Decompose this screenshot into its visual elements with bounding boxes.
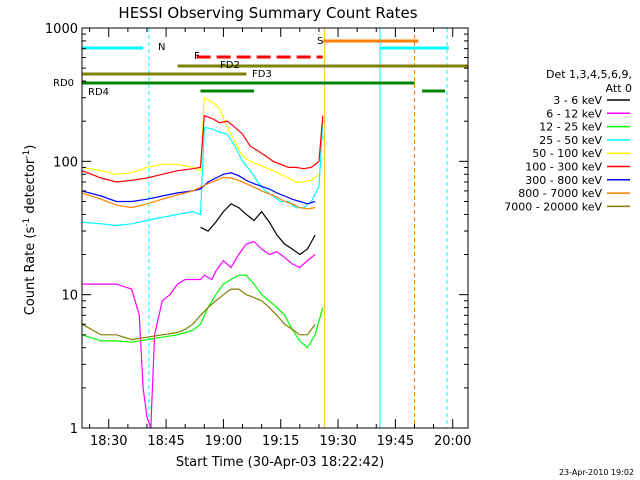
legend-label-8: 7000 - 20000 keV — [504, 200, 602, 213]
series-line-1 — [82, 240, 316, 429]
legend-label-5: 100 - 300 keV — [525, 161, 602, 174]
legend-title-line1: Det 1,3,4,5,6,9, — [546, 68, 632, 81]
y-tick-label-0: 1 — [70, 422, 78, 437]
x-tick-label-1: 18:45 — [147, 434, 184, 449]
annotation-6: RD4 — [88, 87, 109, 98]
annotation-2: S — [317, 36, 323, 47]
chart-title: HESSI Observing Summary Count Rates — [118, 4, 417, 22]
legend-title-line2: Att 0 — [606, 82, 632, 95]
series-line-8 — [81, 288, 316, 341]
y-tick-label-2: 100 — [53, 155, 78, 170]
series-line-6 — [81, 172, 316, 205]
legend-label-0: 3 - 6 keV — [553, 94, 602, 107]
legend-label-2: 12 - 25 keV — [539, 121, 602, 134]
y-tick-label-3: 1000 — [45, 22, 78, 37]
y-tick-label-1: 10 — [61, 289, 78, 304]
x-tick-label-5: 19:45 — [377, 434, 414, 449]
legend-label-3: 25 - 50 keV — [539, 134, 602, 147]
x-tick-label-2: 19:00 — [205, 434, 242, 449]
legend-label-1: 6 - 12 keV — [546, 107, 602, 120]
legend-label-6: 300 - 800 keV — [525, 174, 602, 187]
annotation-0: N — [158, 42, 165, 53]
x-tick-label-6: 20:00 — [434, 434, 471, 449]
series-line-4 — [81, 96, 320, 183]
series-line-5 — [81, 114, 324, 183]
annotation-5: RD0 — [53, 78, 74, 89]
plot-frame — [81, 27, 469, 429]
annotation-4: FD3 — [252, 69, 272, 80]
plot-area: 1 10 100 1000 18:30 18:45 19:00 19:15 19:30 19:45… — [45, 22, 472, 449]
x-tick-label-4: 19:30 — [319, 434, 356, 449]
footer-timestamp: 23-Apr-2010 19:02 — [559, 468, 634, 477]
series-line-7 — [81, 176, 316, 210]
annotation-1: F — [194, 51, 200, 62]
series-line-0 — [200, 203, 316, 256]
annotation-3: FD2 — [220, 60, 240, 71]
x-tick-label-3: 19:15 — [262, 434, 299, 449]
legend-label-7: 800 - 7000 keV — [518, 187, 602, 200]
series-line-2 — [81, 274, 324, 349]
y-axis-label: Count Rate (s-1 detector-1) — [22, 145, 38, 316]
x-tick-label-0: 18:30 — [90, 434, 127, 449]
x-axis-label: Start Time (30-Apr-03 18:22:42) — [176, 455, 384, 470]
series-line-3 — [81, 121, 324, 227]
legend-label-4: 50 - 100 keV — [532, 147, 602, 160]
